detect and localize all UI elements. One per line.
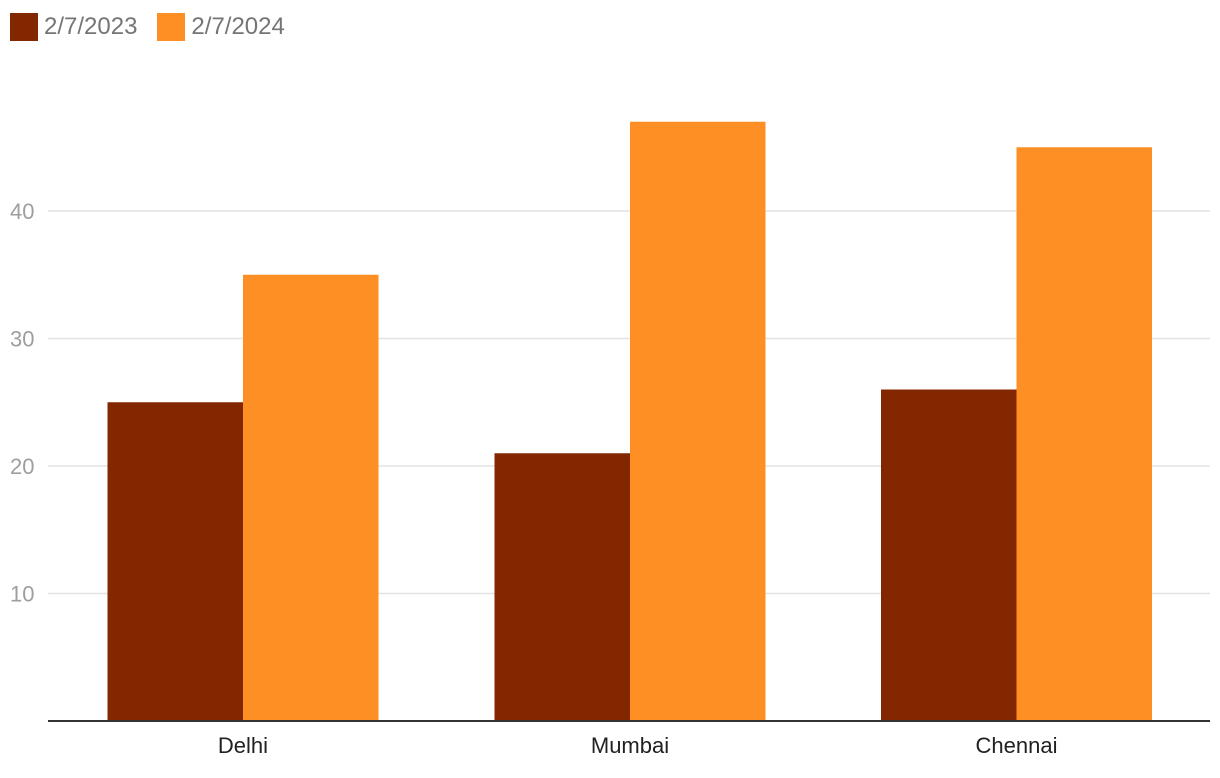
legend-label-series-1: 2/7/2023 xyxy=(44,13,138,40)
y-tick-label: 40 xyxy=(10,199,34,224)
y-tick-label: 30 xyxy=(10,327,34,352)
y-tick-label: 10 xyxy=(10,582,34,607)
legend-item-series-1: 2/7/2023 xyxy=(10,13,137,41)
bar-mumbai-series-2 xyxy=(630,121,766,721)
bars xyxy=(107,121,1152,721)
x-category-label: Chennai xyxy=(976,733,1058,758)
x-category-label: Mumbai xyxy=(591,733,669,758)
bar-delhi-series-2 xyxy=(243,274,379,721)
legend-label-series-2: 2/7/2024 xyxy=(191,13,285,40)
y-tick-label: 20 xyxy=(10,454,34,479)
bar-chennai-series-1 xyxy=(881,389,1017,721)
x-category-label: Delhi xyxy=(218,733,268,758)
bar-mumbai-series-1 xyxy=(494,453,630,721)
legend-item-series-2: 2/7/2024 xyxy=(157,13,285,41)
legend-swatch-series-2 xyxy=(157,13,186,41)
axes: 10 20 30 40 Delhi Mumbai Chennai xyxy=(10,199,1210,758)
chart-legend: 2/7/2023 2/7/2024 xyxy=(10,12,305,42)
legend-swatch-series-1 xyxy=(10,13,38,41)
bar-delhi-series-1 xyxy=(107,402,243,721)
bar-chennai-series-2 xyxy=(1016,147,1152,721)
